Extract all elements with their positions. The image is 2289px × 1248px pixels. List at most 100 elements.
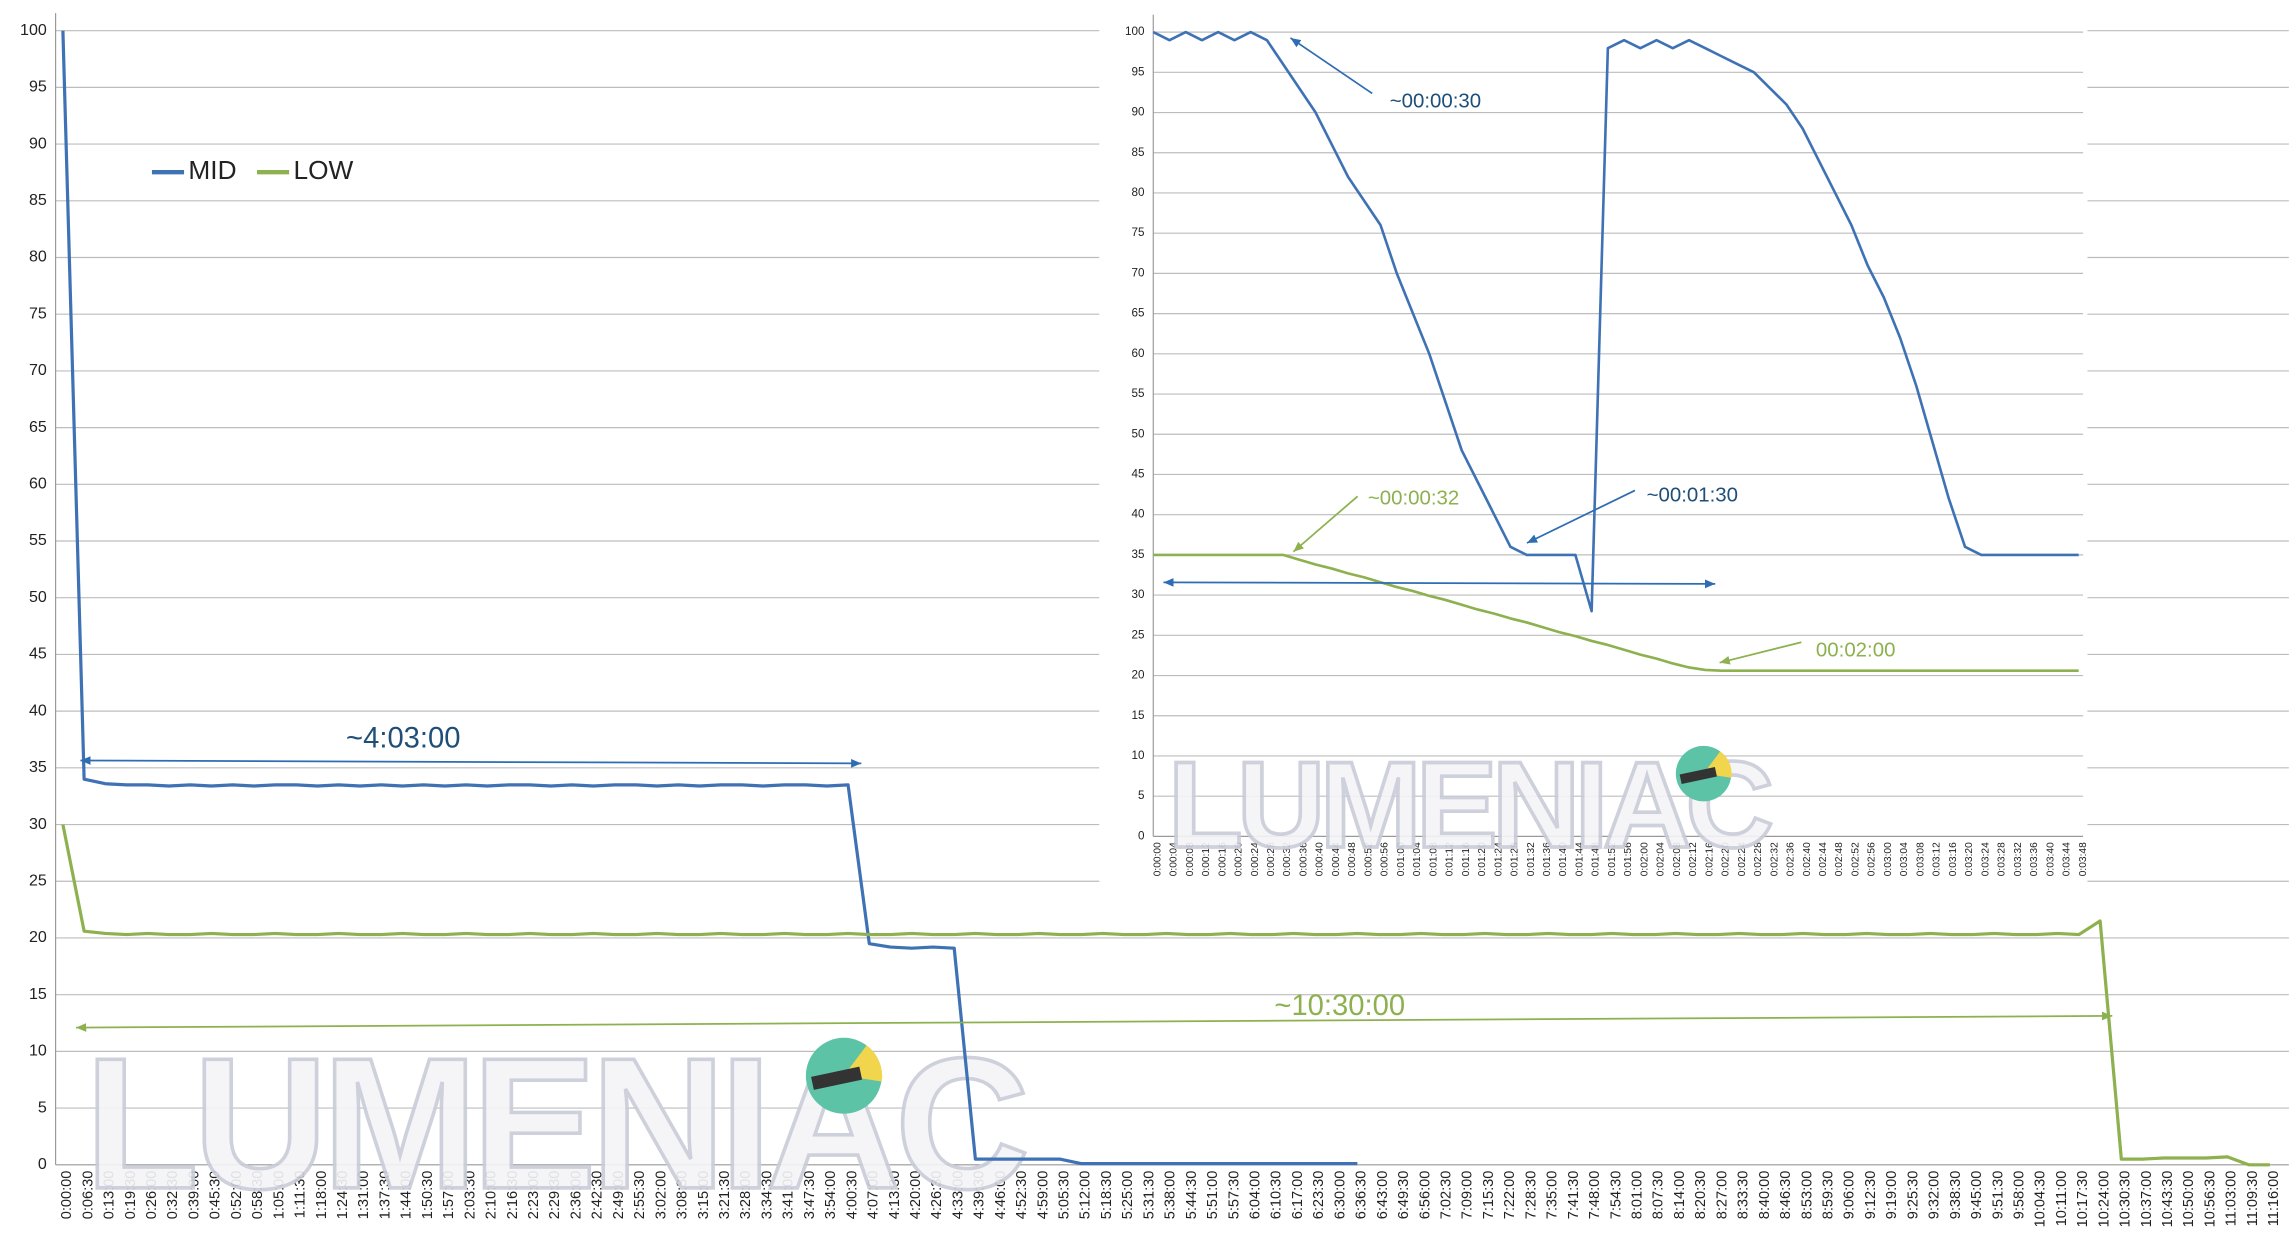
x-tick-label: 2:10:00 [484, 1171, 500, 1220]
x-tick-label: 2:49:00 [611, 1171, 627, 1220]
y-tick-label: 95 [1132, 65, 1145, 78]
y-tick-label: 25 [29, 871, 47, 889]
annotation: ~00:00:32 [1368, 488, 1459, 510]
x-tick-label: 0:03:36 [2029, 842, 2040, 876]
x-tick-label: 7:41:30 [1566, 1171, 1582, 1220]
x-tick-label: 0:03:32 [2013, 842, 2024, 876]
main-chart: 0510152025303540455055606570758085909510… [20, 13, 2289, 1230]
annotation: ~4:03:00 [346, 723, 460, 755]
x-tick-label: 0:01:08 [1428, 842, 1439, 876]
x-tick-label: 3:21:30 [717, 1171, 733, 1220]
x-tick-label: 9:58:00 [2011, 1171, 2027, 1220]
x-tick-label: 8:33:30 [1736, 1171, 1752, 1220]
y-tick-label: 35 [29, 758, 47, 776]
x-tick-label: 10:43:30 [2160, 1171, 2176, 1228]
x-tick-label: 0:45:30 [208, 1171, 224, 1220]
x-tick-label: 0:00:00 [59, 1171, 75, 1220]
x-tick-label: 0:52:00 [229, 1171, 245, 1220]
y-tick-label: 55 [1132, 387, 1145, 400]
x-tick-label: 7:28:30 [1523, 1171, 1539, 1220]
y-tick-label: 35 [1132, 548, 1145, 561]
x-tick-label: 8:20:30 [1693, 1171, 1709, 1220]
x-tick-label: 0:03:40 [2045, 842, 2056, 876]
x-tick-label: 0:00:24 [1250, 842, 1261, 876]
x-tick-label: 0:01:12 [1445, 842, 1456, 876]
y-tick-label: 100 [1125, 25, 1145, 38]
annotation-arrow [1526, 489, 1636, 544]
x-tick-label: 0:02:12 [1688, 842, 1699, 876]
x-tick-label: 10:24:00 [2096, 1171, 2112, 1228]
x-tick-label: 11:03:00 [2224, 1171, 2240, 1227]
x-tick-label: 5:18:30 [1099, 1171, 1115, 1220]
x-tick-label: 0:03:00 [1883, 842, 1894, 876]
y-tick-label: 45 [1132, 468, 1145, 481]
x-tick-label: 10:17:30 [2075, 1171, 2091, 1228]
x-tick-label: 5:25:00 [1120, 1171, 1136, 1220]
x-tick-label: 6:49:30 [1396, 1171, 1412, 1220]
x-tick-label: 8:27:00 [1714, 1171, 1730, 1220]
x-tick-label: 0:01:56 [1623, 842, 1634, 876]
x-tick-label: 5:12:00 [1078, 1171, 1094, 1220]
x-tick-label: 0:01:48 [1591, 842, 1602, 876]
y-tick-label: 15 [29, 985, 47, 1003]
x-tick-label: 0:32:30 [165, 1171, 181, 1220]
x-tick-label: 4:46:00 [993, 1171, 1009, 1220]
x-tick-label: 11:09:30 [2245, 1171, 2261, 1227]
y-tick-label: 80 [1132, 186, 1145, 199]
y-tick-label: 75 [29, 304, 47, 322]
x-tick-label: 0:00:08 [1185, 842, 1196, 876]
x-tick-label: 7:02:30 [1439, 1171, 1455, 1220]
annotation-arrow [1719, 641, 1802, 665]
x-tick-label: 10:56:30 [2202, 1171, 2218, 1228]
x-tick-label: 0:02:16 [1704, 842, 1715, 876]
y-tick-label: 20 [29, 928, 47, 946]
x-tick-label: 4:00:30 [844, 1171, 860, 1220]
x-tick-label: 7:09:00 [1460, 1171, 1476, 1220]
y-tick-label: 40 [1132, 508, 1145, 521]
x-tick-label: 6:04:00 [1248, 1171, 1264, 1220]
x-tick-label: 0:02:36 [1786, 842, 1797, 876]
x-tick-label: 1:50:30 [420, 1171, 436, 1220]
y-tick-label: 40 [29, 701, 47, 719]
x-tick-label: 8:07:30 [1651, 1171, 1667, 1220]
x-tick-label: 0:00:40 [1315, 842, 1326, 876]
x-tick-label: 1:37:30 [377, 1171, 393, 1220]
x-tick-label: 5:57:30 [1226, 1171, 1242, 1220]
x-tick-label: 7:35:00 [1545, 1171, 1561, 1220]
y-tick-label: 100 [20, 21, 47, 39]
x-tick-label: 2:16:30 [505, 1171, 521, 1220]
x-tick-label: 3:34:30 [759, 1171, 775, 1220]
inset-background [1099, 0, 2088, 898]
x-tick-label: 6:36:30 [1354, 1171, 1370, 1220]
logo-torch [811, 1066, 863, 1090]
x-tick-label: 1:24:30 [335, 1171, 351, 1220]
x-tick-label: 0:03:20 [1964, 842, 1975, 876]
y-tick-label: 50 [29, 588, 47, 606]
x-tick-label: 0:01:04 [1412, 842, 1423, 876]
x-tick-label: 0:00:56 [1380, 842, 1391, 876]
x-tick-label: 1:31:00 [356, 1171, 372, 1220]
x-tick-label: 10:37:00 [2139, 1171, 2155, 1228]
x-tick-label: 0:02:20 [1721, 842, 1732, 876]
x-tick-label: 0:00:00 [1152, 842, 1163, 876]
x-tick-label: 6:43:00 [1375, 1171, 1391, 1220]
x-tick-label: 0:01:40 [1558, 842, 1569, 876]
x-tick-label: 7:22:00 [1502, 1171, 1518, 1220]
y-tick-label: 90 [29, 134, 47, 152]
x-tick-label: 0:00:12 [1201, 842, 1212, 876]
x-tick-label: 0:02:32 [1769, 842, 1780, 876]
x-tick-label: 5:44:30 [1184, 1171, 1200, 1220]
y-tick-label: 65 [1132, 307, 1145, 320]
x-tick-label: 4:20:00 [908, 1171, 924, 1220]
x-tick-label: 6:56:00 [1417, 1171, 1433, 1220]
x-tick-label: 0:03:12 [1932, 842, 1943, 876]
x-tick-label: 10:04:30 [2033, 1171, 2049, 1228]
annotation-arrow [76, 1011, 2113, 1032]
x-tick-label: 6:23:30 [1311, 1171, 1327, 1220]
x-tick-label: 0:00:52 [1363, 842, 1374, 876]
x-tick-label: 0:02:44 [1818, 842, 1829, 876]
y-tick-label: 0 [38, 1155, 47, 1173]
x-tick-label: 0:00:36 [1298, 842, 1309, 876]
x-tick-label: 0:03:44 [2062, 842, 2073, 876]
y-tick-label: 30 [1132, 588, 1145, 601]
